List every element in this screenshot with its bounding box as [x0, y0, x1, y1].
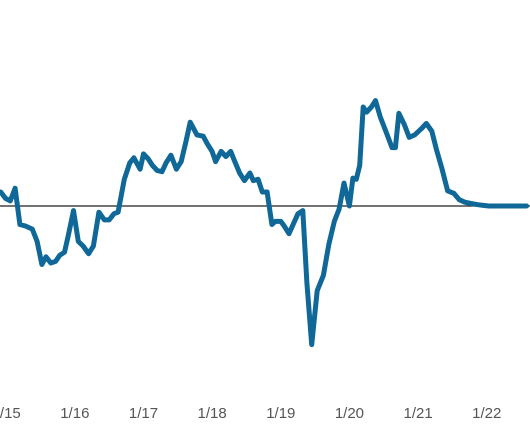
- x-tick-label: 1/15: [0, 405, 21, 422]
- x-axis-tick-labels: 1/15 1/16 1/17 1/18 1/19 1/20 1/21 1/22: [0, 405, 501, 422]
- x-tick-label: 1/16: [60, 405, 89, 422]
- x-tick-label: 1/20: [335, 405, 364, 422]
- x-tick-label: 1/22: [472, 405, 501, 422]
- chart-marks: [0, 98, 530, 348]
- x-tick-label: 1/19: [266, 405, 295, 422]
- x-tick-label: 1/18: [198, 405, 227, 422]
- series-line-0: [0, 98, 530, 348]
- x-tick-label: 1/17: [129, 405, 158, 422]
- x-tick-label: 1/21: [403, 405, 432, 422]
